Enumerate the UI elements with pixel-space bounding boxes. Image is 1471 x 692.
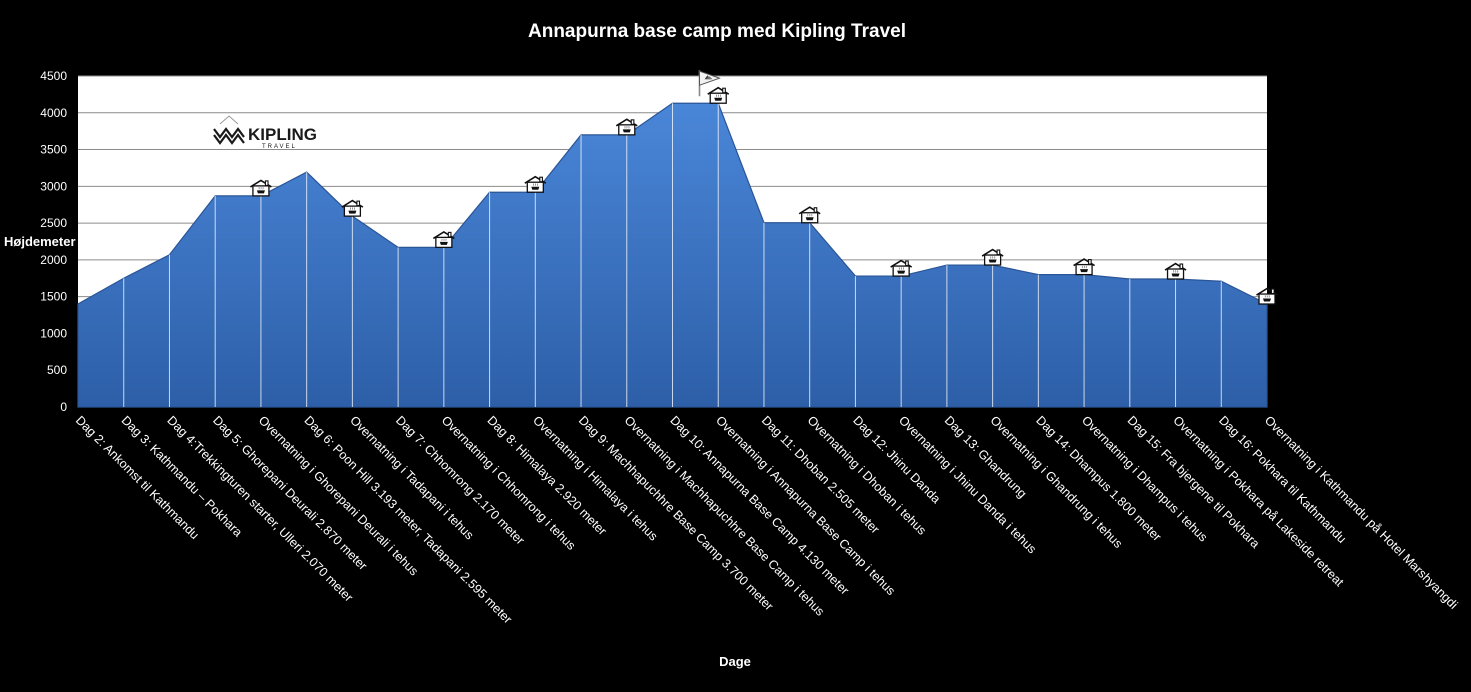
x-tick-label: Dag 12: Jhinu Danda: [850, 413, 943, 506]
logo-text: KIPLING: [248, 125, 317, 144]
kipling-logo-mark-icon: [213, 115, 245, 145]
logo-subtext: TRAVEL: [262, 144, 297, 150]
y-tick-label: 500: [47, 363, 67, 377]
y-tick-label: 1000: [40, 326, 67, 340]
y-tick-label: 2500: [40, 216, 67, 230]
y-axis-title: Højdemeter: [4, 234, 76, 249]
drop-lines: [77, 103, 1268, 407]
y-axis-ticks: 0 500 1000 1500 2000 2500 3000 3500 4000 4500: [40, 69, 67, 414]
y-tick-label: 1500: [40, 290, 67, 304]
x-tick-label: Dag 13: Ghandrung: [942, 413, 1030, 501]
y-tick-label: 3000: [40, 179, 67, 193]
x-tick-label: Overnatning i Pokhara på Lakeside retrea…: [1170, 413, 1346, 589]
x-tick-label: Overnatning i Ghorepani Deurali i tehus: [256, 413, 421, 578]
y-tick-label: 2000: [40, 253, 67, 267]
kipling-travel-logo: KIPLING TRAVEL: [213, 115, 317, 150]
y-tick-label: 0: [60, 400, 67, 414]
x-tick-label: Overnatning i Kathmandu på Hotel Marshya…: [1262, 413, 1461, 612]
y-tick-label: 4000: [40, 106, 67, 120]
y-tick-label: 4500: [40, 69, 67, 83]
x-axis-title: Dage: [719, 654, 751, 669]
chart-title: Annapurna base camp med Kipling Travel: [528, 21, 906, 42]
y-tick-label: 3500: [40, 143, 67, 157]
x-tick-label: Dag 6: Poon Hill 3.193 meter, Tadapani 2…: [302, 413, 515, 626]
